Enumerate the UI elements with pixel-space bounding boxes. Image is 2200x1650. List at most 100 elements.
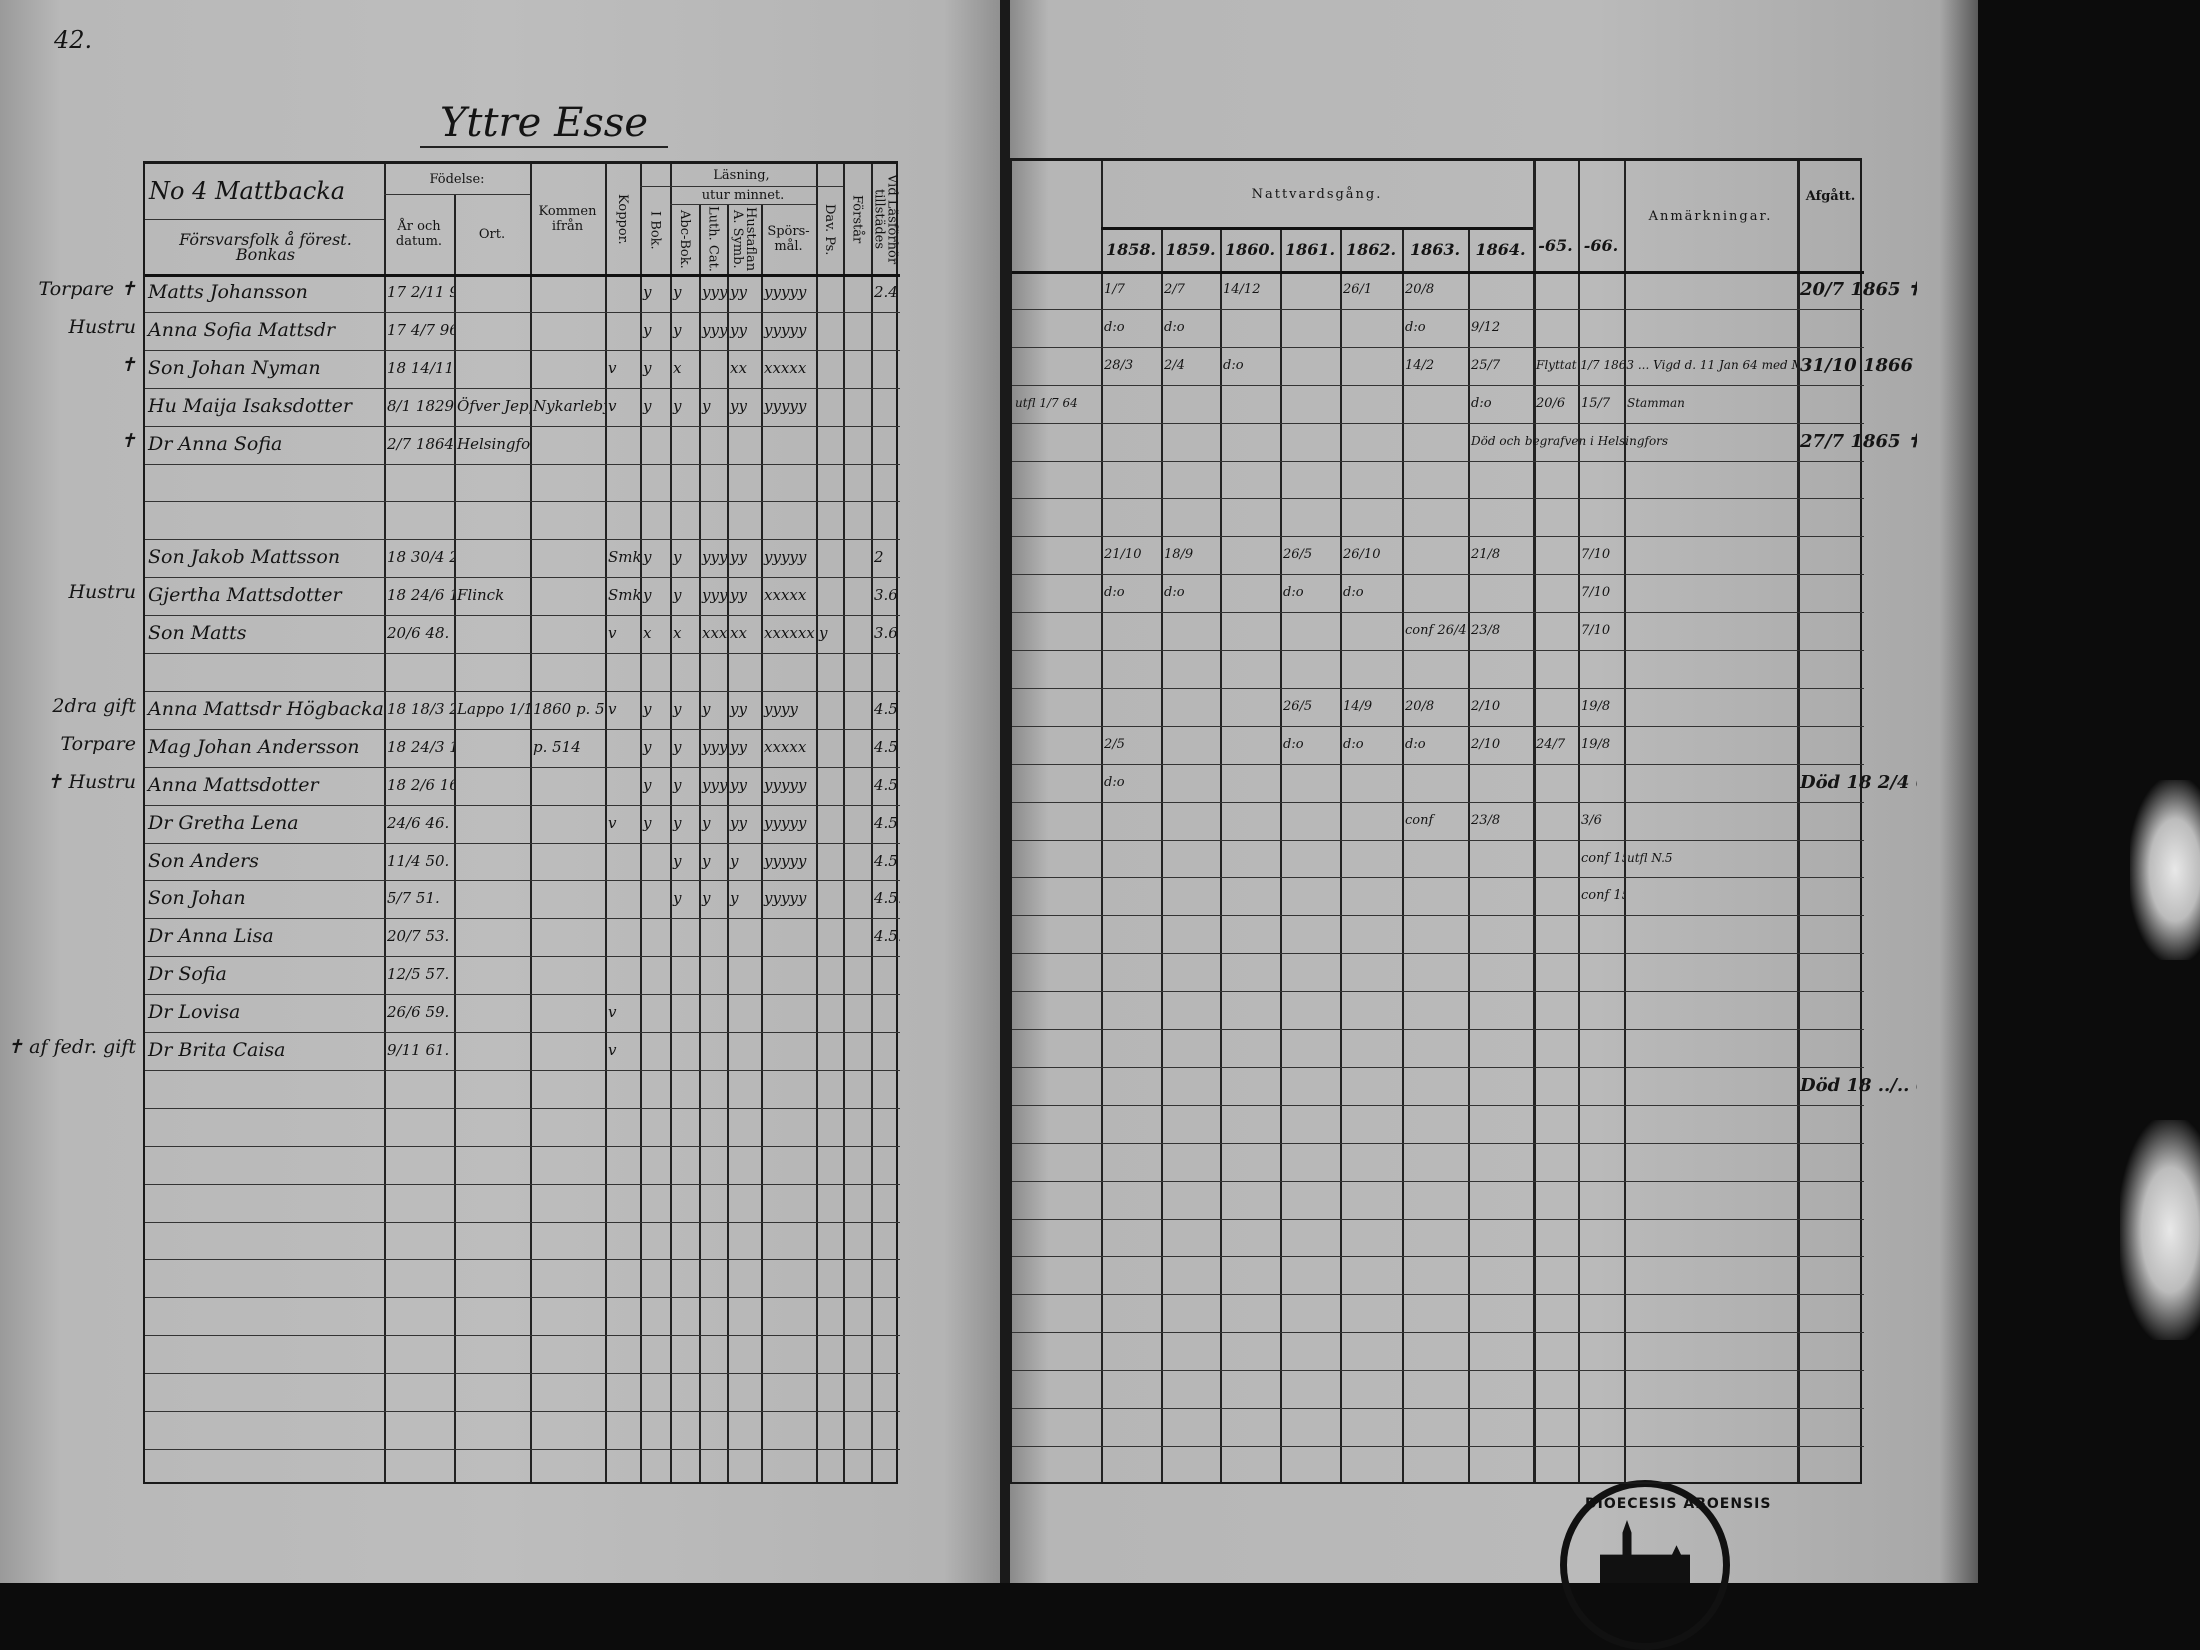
cell-communion-date: 2/4 (1164, 357, 1185, 373)
header-divider (1101, 227, 1533, 230)
cell-name: Dr Gretha Lena (148, 811, 299, 834)
row-rule (1012, 953, 1864, 955)
row-rule (145, 349, 900, 351)
row-rule (1012, 991, 1864, 993)
cell-communion-date: d:o (1164, 319, 1185, 335)
column-divider (1797, 161, 1800, 1482)
header-ar: År och datum. (395, 219, 443, 249)
cell-departure: 31/10 1866 (1800, 354, 1914, 376)
cell-departure: Död 18 2/4 60 (1800, 771, 1917, 793)
cell-luth: yyyy (702, 548, 727, 567)
cell-husta: yy (730, 586, 747, 605)
cell-communion-date: d:o (1405, 736, 1426, 752)
header-household: No 4 Mattbacka (149, 177, 346, 205)
cell-remark: utfl N.5 (1627, 850, 1673, 865)
header-divider (145, 219, 384, 220)
page-title: Yttre Esse (420, 100, 668, 148)
cell-ibok: y (643, 813, 652, 832)
cell-abc: y (673, 396, 682, 415)
cell-vid: 4.5.6 (874, 889, 900, 908)
cell-husta: yy (730, 699, 747, 718)
cell-spors: yyyyy (764, 813, 807, 832)
row-rule (1012, 308, 1864, 310)
cell-communion-date: conf (1405, 812, 1434, 828)
cell-husta: yy (730, 737, 747, 756)
right-register-table: Nattvardsgång. 1858. 1859. 1860. 1861. 1862. 1… (1010, 158, 1917, 1484)
header-afgatt: Afgått. (1805, 188, 1856, 204)
cell-communion-date: 26/1 (1343, 282, 1373, 297)
row-rule (1012, 612, 1864, 614)
cell-koppor: v (608, 624, 617, 643)
cell-name: Son Jakob Mattsson (148, 546, 341, 569)
column-divider (1533, 161, 1536, 1482)
cell-ar: 18 24/6 15. (387, 586, 454, 605)
cell-spors: yyyyy (764, 548, 807, 567)
cell-koppor: v (608, 358, 617, 377)
cell-kommen: p. 514 (533, 737, 581, 756)
row-rule (1012, 1066, 1864, 1068)
row-rule (145, 1069, 900, 1071)
row-margin-note: Hustru (68, 315, 136, 338)
row-rule (145, 956, 900, 958)
header-koppor-label: Koppor. (615, 193, 630, 245)
cell-vid: 4.5 (874, 737, 898, 756)
row-rule (1012, 460, 1864, 462)
row-rule (1012, 384, 1864, 386)
column-divider (816, 164, 818, 1482)
row-rule (145, 994, 900, 996)
cell-communion-date: conf 15/7 (1581, 850, 1624, 866)
row-rule (1012, 1332, 1864, 1334)
column-divider (605, 164, 607, 1482)
cell-name: Son Johan (148, 887, 246, 910)
cell-note: utfl 1/7 64 (1015, 395, 1078, 410)
cell-koppor: v (608, 813, 617, 832)
cell-luth: yyyy (702, 737, 727, 756)
cell-communion-date: 28/3 (1104, 357, 1134, 373)
cell-luth: y (702, 851, 711, 870)
header-lasning: Läsning, (713, 167, 770, 183)
row-rule (145, 1183, 900, 1185)
row-rule (1012, 763, 1864, 765)
header-bottom-rule (1012, 271, 1864, 274)
cell-abc: y (673, 775, 682, 794)
cell-name: Son Matts (148, 622, 247, 645)
row-rule (145, 1297, 900, 1299)
cell-ibok: y (643, 586, 652, 605)
row-rule (145, 1221, 900, 1223)
cell-abc: y (673, 283, 682, 301)
cell-koppor: v (608, 396, 617, 415)
cell-spors: yyyy (764, 699, 798, 718)
cell-name: Dr Lovisa (148, 1001, 241, 1024)
column-divider (384, 164, 386, 1482)
cell-ort: Flinck (457, 586, 505, 605)
cell-luth: yyyy (702, 320, 727, 339)
light-reflection (2130, 780, 2200, 960)
cell-ibok: x (643, 624, 652, 643)
cell-ibok: y (643, 699, 652, 718)
cell-communion-date: 24/7 (1536, 736, 1566, 752)
cell-luth: yyyy (702, 586, 727, 605)
cell-communion-date: 14/12 (1223, 282, 1261, 297)
cell-communion-date: conf 26/4 (1405, 623, 1467, 639)
cell-vid: 4.5 (874, 699, 898, 718)
left-register-table: No 4 Mattbacka Försvarsfolk å förest. Bon… (143, 161, 900, 1484)
row-rule (145, 539, 900, 541)
stamp-text: DIOECESIS ABOENSIS (1585, 1496, 1772, 1512)
cell-ar: 20/7 53. (387, 927, 450, 946)
cell-communion-date: 7/10 (1581, 623, 1611, 639)
header-year: 1864. (1475, 239, 1526, 259)
cell-spors: xxxxx (764, 737, 807, 756)
cell-communion-date: d:o (1343, 585, 1364, 601)
row-rule (1012, 1256, 1864, 1258)
row-margin-note: ✝ Hustru (46, 770, 136, 793)
cell-communion-date: 25/7 (1471, 357, 1501, 373)
header-ort: Ort. (478, 226, 506, 242)
column-divider (530, 164, 532, 1482)
row-margin-note: ✝ af fedr. gift (7, 1036, 136, 1058)
cell-husta: yy (730, 320, 747, 339)
header-year: 1859. (1165, 239, 1216, 259)
cell-communion-date: 23/8 (1471, 812, 1501, 828)
row-rule (145, 1107, 900, 1109)
cell-communion-date: d:o (1343, 736, 1364, 752)
cell-name: Dr Anna Sofia (148, 432, 283, 455)
